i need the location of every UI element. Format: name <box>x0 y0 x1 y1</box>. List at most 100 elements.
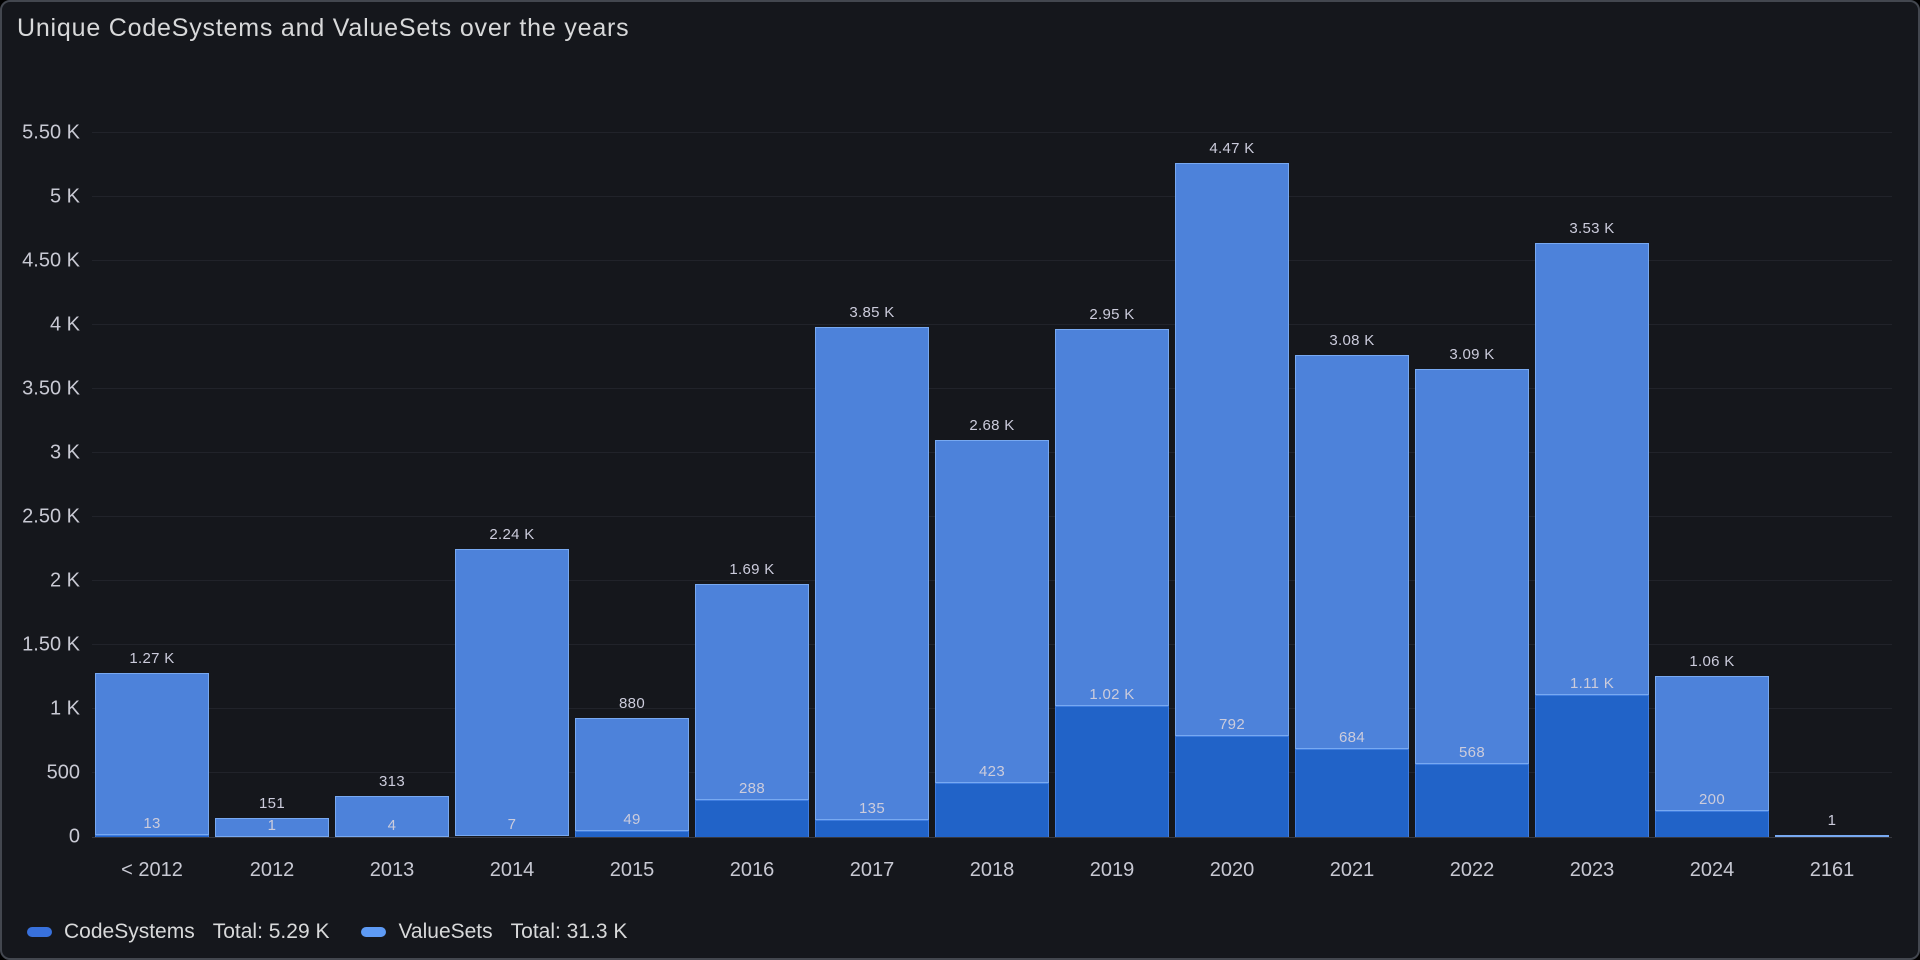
valuesets-value-label: 2.24 K <box>489 526 535 544</box>
codesystems-segment[interactable] <box>1655 811 1769 837</box>
bar-2161[interactable] <box>1772 835 1892 837</box>
valuesets-segment[interactable] <box>1295 355 1409 750</box>
y-axis-tick-label: 4.50 K <box>22 249 80 272</box>
bar-stack[interactable] <box>1055 328 1169 837</box>
valuesets-segment[interactable] <box>1055 328 1169 707</box>
codesystems-segment[interactable] <box>1295 749 1409 837</box>
y-axis-tick-label: 3 K <box>49 441 80 464</box>
legend-total-valuesets: Total: 31.3 K <box>510 920 628 943</box>
bar-stack[interactable] <box>815 326 929 837</box>
codesystems-segment[interactable] <box>1535 694 1649 837</box>
bar-stack[interactable] <box>455 549 569 837</box>
bar-stack[interactable] <box>1175 163 1289 837</box>
valuesets-segment[interactable] <box>1655 675 1769 812</box>
bar-2016[interactable] <box>692 583 812 837</box>
y-axis-tick-label: 0 <box>68 825 80 848</box>
bar-2023[interactable] <box>1532 243 1652 837</box>
codesystems-segment[interactable] <box>815 819 929 837</box>
valuesets-value-label: 3.85 K <box>849 303 895 321</box>
codesystems-value-label: 49 <box>623 810 641 828</box>
valuesets-segment[interactable] <box>1535 243 1649 695</box>
x-axis-tick-label: 2018 <box>969 859 1015 881</box>
bar-2024[interactable] <box>1652 675 1772 837</box>
valuesets-value-label: 2.95 K <box>1089 305 1135 323</box>
x-axis-tick-label: 2013 <box>369 859 415 881</box>
y-axis: 5.50 K 5 K 4.50 K 4 K 3.50 K 3 K 2.50 K 2 K 1.50… <box>2 122 80 848</box>
x-axis: < 2012 2012 2013 2014 2015 2016 2017 2018 2019 20… <box>92 859 1892 889</box>
bar-stack[interactable] <box>1535 243 1649 837</box>
valuesets-segment[interactable] <box>695 583 809 801</box>
codesystems-value-label: 423 <box>979 762 1005 780</box>
bar-2020[interactable] <box>1172 163 1292 837</box>
legend-item-valuesets[interactable]: ValueSets Total: 31.3 K <box>361 920 645 944</box>
plot-area: 1.27 K 13 151 1 313 4 2.24 K 7 880 49 1.69 K 288 3.8… <box>92 132 1892 838</box>
valuesets-segment[interactable] <box>95 672 209 836</box>
bar-2012[interactable] <box>212 817 332 837</box>
codesystems-value-label: 1.02 K <box>1089 686 1135 704</box>
valuesets-segment[interactable] <box>935 439 1049 783</box>
bar-stack[interactable] <box>935 439 1049 837</box>
bar-stack[interactable] <box>1775 835 1889 837</box>
y-axis-tick-label: 5.50 K <box>22 121 80 144</box>
bar-stack[interactable] <box>1295 355 1409 837</box>
bar-2015[interactable] <box>572 718 692 837</box>
valuesets-value-label: 1.06 K <box>1689 652 1735 670</box>
bar-stack[interactable] <box>1415 368 1529 837</box>
y-axis-tick-label: 5 K <box>49 185 80 208</box>
codesystems-swatch-icon <box>27 927 52 937</box>
x-axis-tick-label: 2021 <box>1329 859 1375 881</box>
y-axis-tick-label: 4 K <box>49 313 80 336</box>
codesystems-segment[interactable] <box>935 782 1049 837</box>
valuesets-value-label: 1 <box>1827 812 1837 829</box>
codesystems-segment[interactable] <box>1055 706 1169 837</box>
bar-2018[interactable] <box>932 439 1052 837</box>
valuesets-segment[interactable] <box>1415 368 1529 765</box>
legend-item-codesystems[interactable]: CodeSystems Total: 5.29 K <box>27 920 347 944</box>
valuesets-segment[interactable] <box>455 549 569 837</box>
bar-stack[interactable] <box>1655 675 1769 837</box>
x-axis-tick-label: 2015 <box>609 859 655 881</box>
valuesets-value-label: 2.68 K <box>969 416 1015 434</box>
valuesets-segment[interactable] <box>1175 163 1289 736</box>
valuesets-value-label: 1.69 K <box>729 560 775 578</box>
codesystems-segment[interactable] <box>575 830 689 837</box>
codesystems-segment[interactable] <box>1175 735 1289 837</box>
valuesets-segment[interactable] <box>815 326 929 820</box>
gridline <box>92 388 1892 389</box>
bar-stack[interactable] <box>215 817 329 837</box>
valuesets-segment[interactable] <box>1775 835 1889 837</box>
bar-stack[interactable] <box>95 672 209 837</box>
bar-2013[interactable] <box>332 796 452 837</box>
gridline <box>92 324 1892 325</box>
valuesets-segment[interactable] <box>575 718 689 831</box>
x-axis-tick-label: 2014 <box>489 859 535 881</box>
bar-2022[interactable] <box>1412 368 1532 837</box>
codesystems-value-label: 4 <box>387 816 397 834</box>
codesystems-segment[interactable] <box>95 835 209 837</box>
legend: CodeSystems Total: 5.29 K ValueSets Tota… <box>27 914 645 950</box>
codesystems-value-label: 792 <box>1219 715 1245 733</box>
bar-stack[interactable] <box>575 718 689 837</box>
valuesets-segment[interactable] <box>215 817 329 837</box>
codesystems-segment[interactable] <box>1415 764 1529 837</box>
bar-2017[interactable] <box>812 326 932 837</box>
bar-2021[interactable] <box>1292 355 1412 837</box>
x-axis-tick-label: 2024 <box>1689 859 1735 881</box>
x-axis-tick-label: 2012 <box>249 859 295 881</box>
codesystems-value-label: 568 <box>1459 744 1485 762</box>
y-axis-tick-label: 1 K <box>49 697 80 720</box>
valuesets-segment[interactable] <box>335 796 449 837</box>
codesystems-segment[interactable] <box>695 800 809 837</box>
bar-stack[interactable] <box>695 583 809 837</box>
x-axis-tick-label: 2022 <box>1449 859 1495 881</box>
bar-2014[interactable] <box>452 549 572 837</box>
bar-2019[interactable] <box>1052 328 1172 837</box>
bar-<2012[interactable] <box>92 672 212 837</box>
valuesets-value-label: 1.27 K <box>129 649 175 667</box>
codesystems-value-label: 13 <box>143 815 161 833</box>
codesystems-value-label: 1.11 K <box>1569 674 1615 692</box>
gridline <box>92 132 1892 133</box>
bar-stack[interactable] <box>335 796 449 837</box>
x-axis-tick-label: < 2012 <box>121 859 183 881</box>
